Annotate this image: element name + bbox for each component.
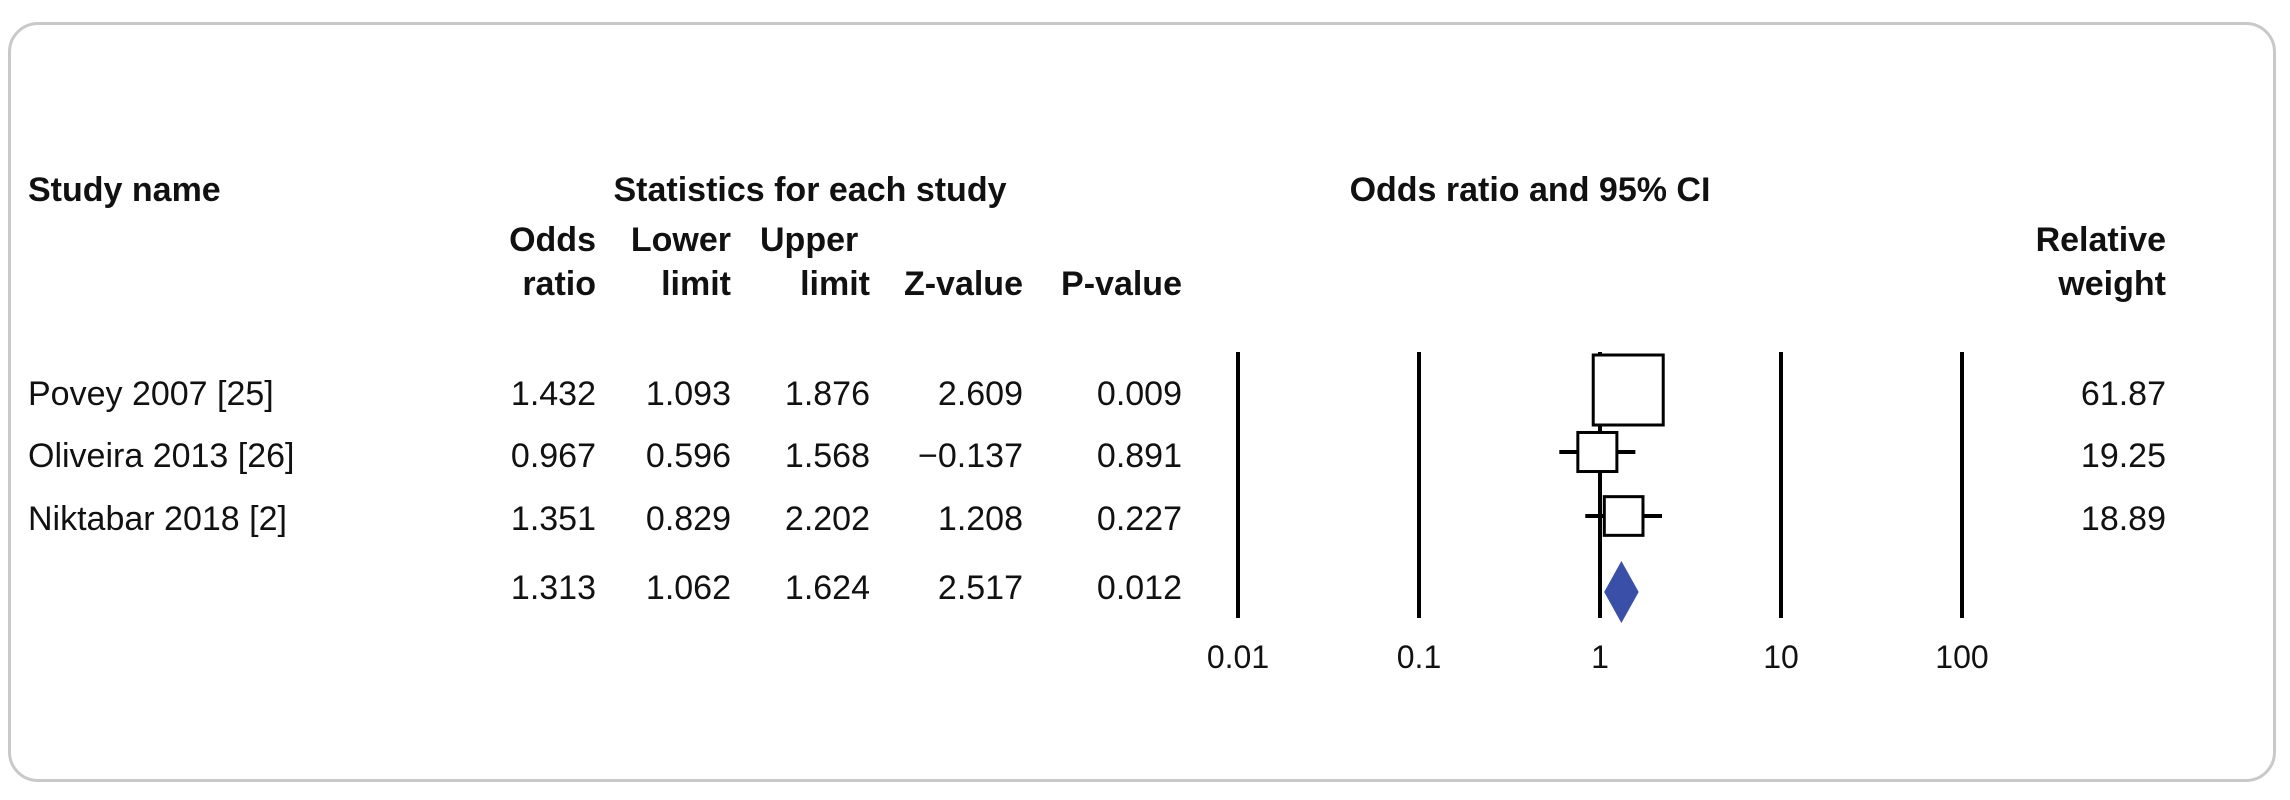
- study-1-weight: 61.87: [2080, 375, 2166, 413]
- weight-square-study-1: [1591, 353, 1665, 427]
- study-2-z: −0.137: [918, 437, 1023, 475]
- study-3-upper: 2.202: [784, 500, 870, 538]
- study-3-weight: 18.89: [2080, 500, 2166, 538]
- study-name-2: Oliveira 2013 [26]: [28, 437, 295, 475]
- summary-lower: 1.062: [645, 569, 731, 607]
- header-lower-line2: limit: [661, 265, 731, 303]
- x-tick-label-10: 10: [1763, 639, 1799, 675]
- header-stats-group: Statistics for each study: [613, 171, 1007, 209]
- study-3-p: 0.227: [1096, 500, 1182, 538]
- study-1-odds-ratio: 1.432: [510, 375, 596, 413]
- x-tick-label-1: 1: [1591, 639, 1609, 675]
- header-odds-line1: Odds: [509, 221, 596, 259]
- x-tick-label-100: 100: [1935, 639, 1988, 675]
- x-tick-label-0.01: 0.01: [1207, 639, 1269, 675]
- study-2-upper: 1.568: [784, 437, 870, 475]
- summary-diamond: [1604, 560, 1639, 624]
- study-3-lower: 0.829: [645, 500, 731, 538]
- study-3-odds-ratio: 1.351: [510, 500, 596, 538]
- header-plot-group: Odds ratio and 95% CI: [1349, 171, 1711, 209]
- study-1-lower: 1.093: [645, 375, 731, 413]
- x-tick-label-0.1: 0.1: [1397, 639, 1441, 675]
- summary-upper: 1.624: [784, 569, 870, 607]
- summary-odds-ratio: 1.313: [510, 569, 596, 607]
- study-2-weight: 19.25: [2080, 437, 2166, 475]
- study-2-odds-ratio: 0.967: [510, 437, 596, 475]
- study-1-p: 0.009: [1096, 375, 1182, 413]
- study-name-1: Povey 2007 [25]: [28, 375, 274, 413]
- figure-frame: [8, 22, 2276, 782]
- study-1-z: 2.609: [937, 375, 1023, 413]
- header-study-name: Study name: [28, 171, 221, 209]
- weight-square-study-2: [1576, 430, 1619, 474]
- header-weight-line2: weight: [2058, 265, 2166, 303]
- study-1-upper: 1.876: [784, 375, 870, 413]
- study-2-p: 0.891: [1096, 437, 1182, 475]
- summary-p: 0.012: [1096, 569, 1182, 607]
- weight-square-study-3: [1602, 495, 1645, 537]
- header-odds-line2: ratio: [522, 265, 596, 303]
- study-name-3: Niktabar 2018 [2]: [28, 500, 287, 538]
- header-p-value: P-value: [1061, 265, 1182, 303]
- header-z-value: Z-value: [903, 265, 1023, 303]
- header-weight-line1: Relative: [2035, 221, 2166, 259]
- header-upper-line1: Upper: [760, 221, 859, 259]
- header-upper-line2: limit: [800, 265, 870, 303]
- study-3-z: 1.208: [937, 500, 1023, 538]
- header-lower-line1: Lower: [630, 221, 731, 259]
- summary-z: 2.517: [937, 569, 1023, 607]
- study-2-lower: 0.596: [645, 437, 731, 475]
